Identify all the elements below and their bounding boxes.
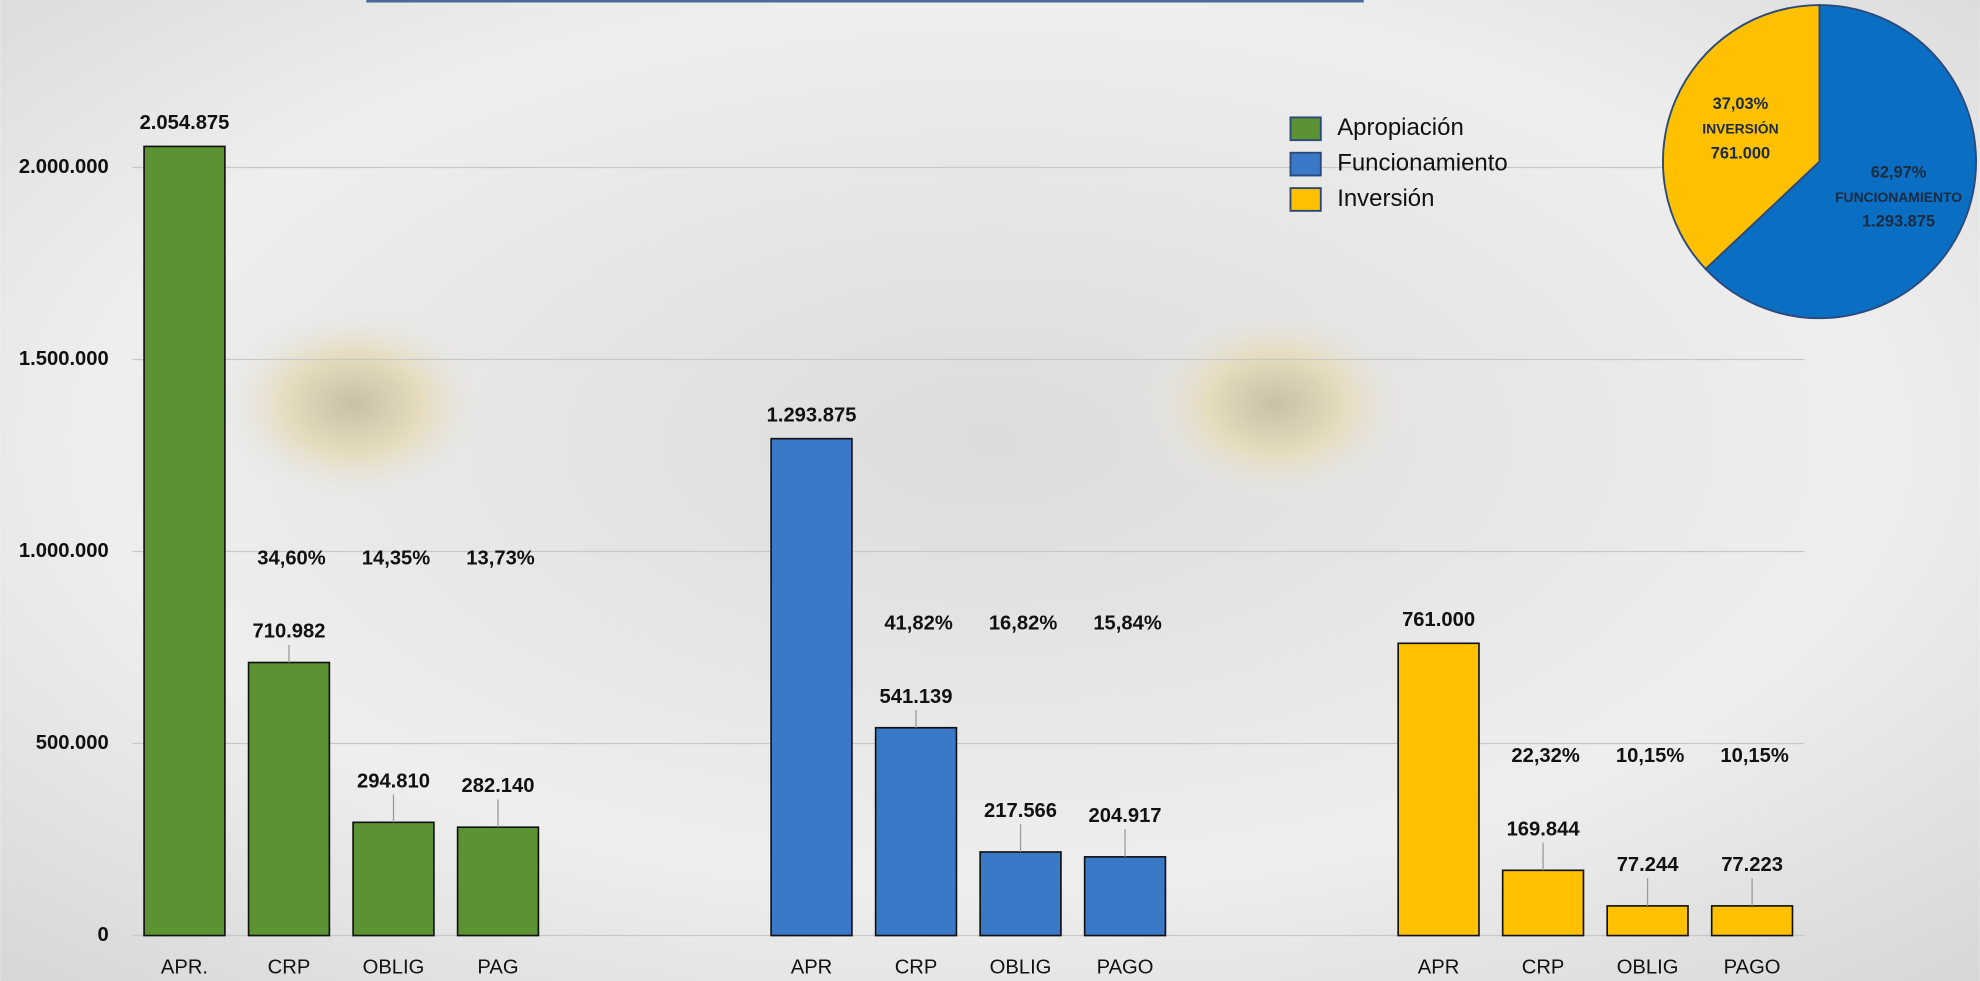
percent-label: 15,84% [1093, 613, 1162, 635]
bar [771, 439, 852, 936]
bar [1398, 643, 1479, 935]
x-tick-label: APR [1418, 957, 1460, 979]
legend-swatch [1290, 117, 1320, 140]
value-label: 169.844 [1507, 818, 1581, 840]
y-tick-label: 500.000 [36, 732, 109, 754]
bar [458, 827, 539, 935]
background-eye [215, 303, 493, 505]
pie-percent: 37,03% [1713, 95, 1769, 113]
value-label: 294.810 [357, 770, 430, 792]
value-label: 761.000 [1402, 609, 1475, 631]
bar [144, 146, 225, 935]
x-tick-label: CRP [1522, 957, 1565, 979]
percent-label: 34,60% [257, 547, 326, 569]
y-tick-label: 1.000.000 [19, 540, 109, 562]
pie-category: INVERSIÓN [1702, 120, 1778, 137]
x-tick-label: OBLIG [363, 957, 425, 979]
pie-amount: 1.293.875 [1862, 213, 1935, 231]
percent-label: 10,15% [1720, 745, 1789, 767]
legend-label: Apropiación [1337, 114, 1464, 141]
pie-percent: 62,97% [1871, 163, 1927, 181]
y-tick-label: 1.500.000 [19, 348, 109, 370]
percent-label: 41,82% [884, 613, 953, 635]
bar [876, 728, 957, 936]
x-tick-label: PAG [477, 957, 518, 979]
bar [1085, 857, 1166, 936]
x-tick-label: CRP [268, 957, 311, 979]
value-label: 204.917 [1089, 805, 1162, 827]
bar [1503, 870, 1584, 935]
bar [353, 822, 434, 935]
y-tick-label: 0 [98, 924, 109, 946]
percent-label: 14,35% [362, 547, 431, 569]
bar [249, 663, 330, 936]
value-label: 217.566 [984, 800, 1057, 822]
legend-label: Funcionamiento [1337, 149, 1508, 176]
percent-label: 10,15% [1616, 745, 1685, 767]
legend-swatch [1290, 188, 1320, 211]
percent-label: 16,82% [989, 613, 1058, 635]
pie-category: FUNCIONAMIENTO [1835, 189, 1962, 205]
legend-label: Inversión [1337, 185, 1434, 212]
pie-amount: 761.000 [1711, 144, 1770, 162]
value-label: 77.223 [1721, 854, 1783, 876]
x-tick-label: OBLIG [1617, 957, 1679, 979]
x-tick-label: CRP [895, 957, 938, 979]
bar [1712, 906, 1793, 936]
bar [1607, 906, 1688, 936]
y-tick-label: 2.000.000 [19, 156, 109, 178]
x-tick-label: APR. [161, 957, 208, 979]
value-label: 541.139 [880, 686, 953, 708]
percent-label: 22,32% [1511, 745, 1580, 767]
bar [980, 852, 1061, 936]
x-tick-label: PAGO [1724, 957, 1781, 979]
x-tick-label: APR [791, 957, 833, 979]
x-tick-label: PAGO [1097, 957, 1154, 979]
value-label: 1.293.875 [767, 404, 857, 426]
chart: 0 500.000 1.000.000 1.500.000 2.000.000 APR. C… [0, 0, 1980, 981]
value-label: 282.140 [462, 775, 535, 797]
value-label: 77.244 [1617, 854, 1680, 876]
background-eye [1136, 303, 1414, 505]
value-label: 2.054.875 [140, 112, 230, 134]
x-tick-label: OBLIG [990, 957, 1052, 979]
value-label: 710.982 [252, 621, 325, 643]
legend-swatch [1290, 153, 1320, 176]
percent-label: 13,73% [466, 547, 535, 569]
